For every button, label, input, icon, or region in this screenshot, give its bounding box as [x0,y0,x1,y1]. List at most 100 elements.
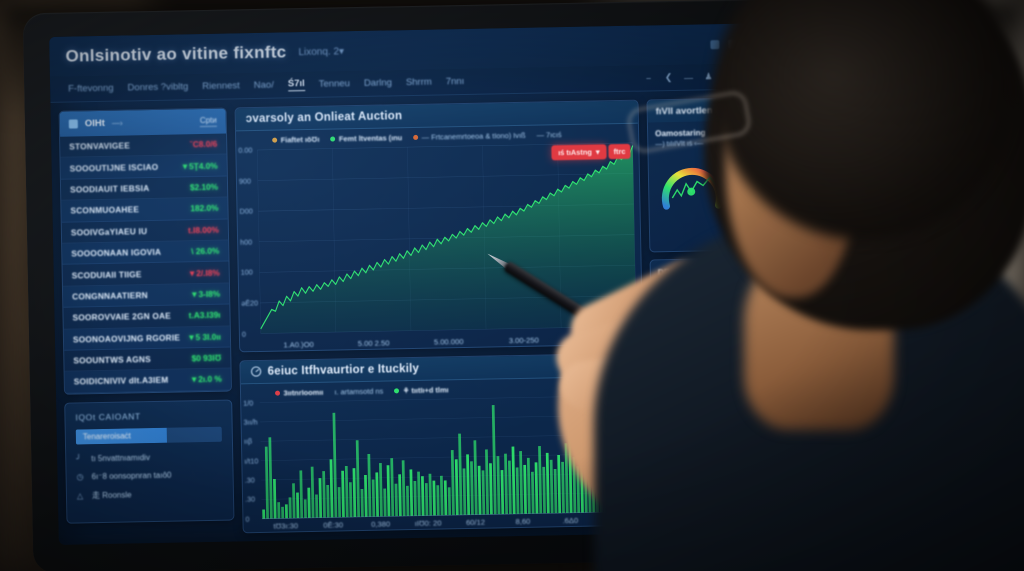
volume-chart-area[interactable]: 1/0 3ıı/h ııβ ı/t10 .30 .30 0 tƱ3ı:30 0Ē:30 0,380… [241,393,645,533]
y-axis-tick: ııβ [243,436,253,447]
watchlist-header-sublabel: —› [111,118,123,128]
orders-progress-label: Tenareroisaċt [82,431,131,442]
y-axis-tick: 0.00 [238,145,253,155]
ticker-symbol: SOOOUTIJNE ISCIAO [69,161,159,174]
x-axis-tick: ıd [751,368,757,375]
ticker-symbol: SOONOAOVIJNG RGORIE [72,332,181,345]
change-pct: $0 93IƱ [191,352,222,364]
gauge-panel-title: Oamostaring [655,128,706,139]
x-axis-tick: 60 [694,369,702,376]
legend-dot-icon [413,134,419,140]
orders-panel-title: IQOt CAIOANT [75,410,141,423]
window-controls[interactable] [710,38,756,49]
red-panel: ıvmnuGn ıvıntıı. — 4ıjıı+tı [652,390,773,526]
list-item-label: tı 5nvattnıamıdiv [91,452,151,463]
list-item[interactable]: ╯ tı 5nvattnıamıdiv [76,451,222,463]
advisor-panel: fıVll avortIen aðIvIc Oamostaring —) tıI… [646,97,768,253]
dash-icon[interactable]: — [683,72,694,83]
list-item[interactable]: △ ⾛ Roonsle [77,487,223,501]
warning-icon: △ [76,491,84,501]
change-pct: ˘C8.0/6 [189,138,218,150]
legend-label: ⚘ tııtIı+d tlmı [402,385,449,396]
nav-item-4-active[interactable]: Ś7ıl [287,78,305,92]
add-user-icon[interactable]: ♟ [704,71,713,82]
volume-chart-title: 6eiuc Itfhvaurtior e Ituckily [267,362,420,378]
gauge-panel: Oamostaring —) tıIıIVIt ıś ‹— [648,120,766,252]
legend-entry-2: ⚘ tııtIı+d tlmı [394,385,449,395]
chevron-down-icon[interactable]: ▾ [595,147,600,157]
y-axis-tick: ı/t10 [244,456,259,466]
bars-panel: DRA_IVI 10 50 45 0ı 0 tƱ 30 60 I0 50 5Ʊ 3Ē ıd [649,257,770,387]
monitor-bezel: Onlsinotiv ao vitine fixnftc Lixonq. 2▾ … [22,0,804,571]
list-item-label: 6ı⁻8 oonsopnran taıô0 [91,470,172,481]
orders-progress-bar[interactable]: Tenareroisaċt [75,426,222,445]
ticker-symbol: SCONMUOAHEE [70,204,140,216]
x-axis-tick: 0,380 [371,519,391,529]
legend-label: ı. artamsotd ns [334,386,384,397]
red-panel-legend: ıvıntıı. — 4ıjıı+tı [660,412,710,421]
price-chart-area[interactable]: ıś tıAstng ▾ ftrc 0.00 900 D00 h00 100 əĒ20 0 1… [236,140,642,352]
nav-item-2[interactable]: Riennest [202,80,240,93]
y-axis-tick: 50 [660,283,667,290]
ticker-symbol: SOOIVGaYIAEU IU [70,225,148,238]
gauge-widget[interactable]: ōıııı tıśmıı vtınƱd [655,150,758,214]
clock-icon: ◷ [76,472,84,482]
advisor-panel-title: fıVll avortIen aðIvIc [655,104,743,117]
nav-item-8[interactable]: 7nnı [445,75,465,88]
gauge-side-label-2: vtınƱd [732,188,752,197]
x-axis-tick: 5.00.000 [433,336,464,347]
legend-label: — 7ıcıś [536,130,562,140]
page-title: ɔvarsoly an Onlieat Auction [245,110,403,126]
watchlist-header[interactable]: OIHt —› Cptи [59,108,227,137]
red-panel-inner: ıvmnuGn ıvıntıı. — 4ıjıı+tı [653,392,771,525]
legend-dot-icon [274,390,281,396]
nav-item-7[interactable]: Shrrm [405,76,432,89]
nav-item-1[interactable]: Donres ?vibltg [127,81,189,94]
table-row[interactable]: SOIDICNIVIV dIt.A3IEM ▼2ı.0 % [64,368,231,394]
change-pct: 182.0% [190,203,219,214]
share-icon[interactable]: ❮ [664,71,673,83]
ticker-symbol: SOODIAUIT IEBSIA [69,183,150,195]
volume-chart-header: 6eiuc Itfhvaurtior e Ituckily [240,353,643,385]
titlebar-spacer [344,44,710,51]
x-axis-tick: 5.00 2.50 [357,338,390,348]
document-icon[interactable]: ▦ [722,70,735,82]
navbar-toolbar[interactable]: − ❮ — ♟ ▦ ☰ [643,70,754,83]
change-pct: t.I8.00% [187,224,219,236]
status-badge-secondary[interactable]: ftrc [608,143,631,160]
mini-bar-chart[interactable]: 50 45 0ı 0 tƱ 30 60 I0 50 5Ʊ 3Ē ıd [658,280,762,377]
watchlist-sort-label[interactable]: Cptи [199,115,217,128]
nav-item-0[interactable]: F-ftevonng [68,82,114,95]
y-axis-tick: 1/0 [243,398,254,408]
legend-entry-3: — 7ıcıś [536,130,561,139]
app-title: Onlsinotiv ao vitine fixnftc [65,42,287,66]
menu-icon[interactable]: ☰ [744,70,753,81]
nav-item-3[interactable]: Nao/ [253,79,274,92]
close-dot[interactable] [746,38,756,49]
left-sidebar: OIHt —› Cptи STONVAVIGEE ˘C8.0/6 SOOOUTIJ… [58,107,235,537]
change-pct: ▼2ı.0 % [189,374,222,385]
list-item[interactable]: ◷ 6ı⁻8 oonsopnran taıô0 [77,469,223,481]
minimize-dot[interactable] [710,39,720,49]
y-axis-tick: 0 [241,329,246,339]
checkbox-icon[interactable] [68,119,78,129]
y-axis-tick: .30 [244,475,255,485]
gauge-icon [250,366,262,378]
minus-icon[interactable]: − [645,72,652,83]
red-bar-chart[interactable] [661,423,765,516]
x-axis-tick: 5Ʊ [727,368,736,375]
live-badge-group[interactable]: ıś tıAstng ▾ ftrc [551,143,631,161]
change-pct: ▼2/.I8% [187,267,220,278]
legend-dot-icon [394,388,400,394]
gauge-panel-subtitle: —) tıIıIVIt ıś ‹— [655,140,704,149]
nav-item-5[interactable]: Tenneu [318,78,351,90]
maximize-dot[interactable] [728,39,738,49]
legend-dot-icon [330,136,336,142]
nav-item-6[interactable]: Darlng [363,77,393,89]
x-axis-tick: ıIƱ0: 20 [414,518,442,529]
status-badge[interactable]: ıś tıAstng ▾ [551,144,607,161]
x-axis-tick: 30 [683,369,691,376]
y-axis-tick: .30 [244,494,256,505]
x-axis-tick: 50 [716,368,724,375]
x-axis-tick: 2.A0ı.00 [584,334,614,344]
